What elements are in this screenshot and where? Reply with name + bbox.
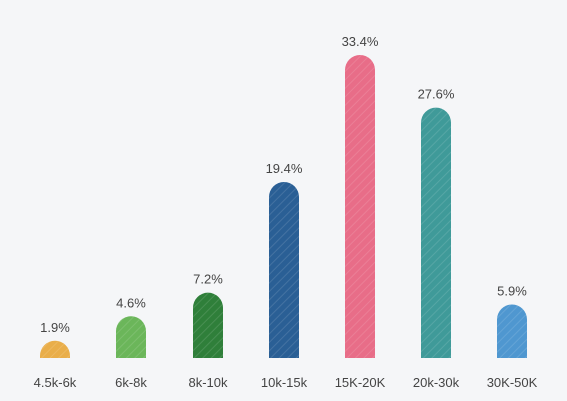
bar-texture <box>345 55 375 358</box>
x-tick-label: 10k-15k <box>261 375 308 390</box>
bars-layer <box>40 55 527 358</box>
x-tick-label: 30K-50K <box>487 375 538 390</box>
bar-texture <box>193 292 223 358</box>
x-tick-label: 8k-10k <box>188 375 228 390</box>
bar-texture <box>40 340 70 358</box>
value-labels-layer: 1.9% 4.6% 7.2% 19.4% 33.4% 27.6% 5.9% <box>40 34 527 335</box>
x-tick-labels-layer: 4.5k-6k 6k-8k 8k-10k 10k-15k 15K-20K 20k-30k 3… <box>34 375 538 390</box>
value-label: 19.4% <box>266 161 303 176</box>
x-tick-label: 6k-8k <box>115 375 147 390</box>
value-label: 7.2% <box>193 272 223 287</box>
x-tick-label: 15K-20K <box>335 375 386 390</box>
bar-texture <box>497 304 527 358</box>
bar-texture <box>116 316 146 358</box>
value-label: 33.4% <box>342 34 379 49</box>
x-tick-label: 20k-30k <box>413 375 460 390</box>
bar-texture <box>421 107 451 358</box>
value-label: 4.6% <box>116 295 146 310</box>
value-label: 1.9% <box>40 320 70 335</box>
value-label: 5.9% <box>497 283 527 298</box>
value-label: 27.6% <box>418 87 455 102</box>
x-tick-label: 4.5k-6k <box>34 375 77 390</box>
bar-texture <box>269 182 299 358</box>
